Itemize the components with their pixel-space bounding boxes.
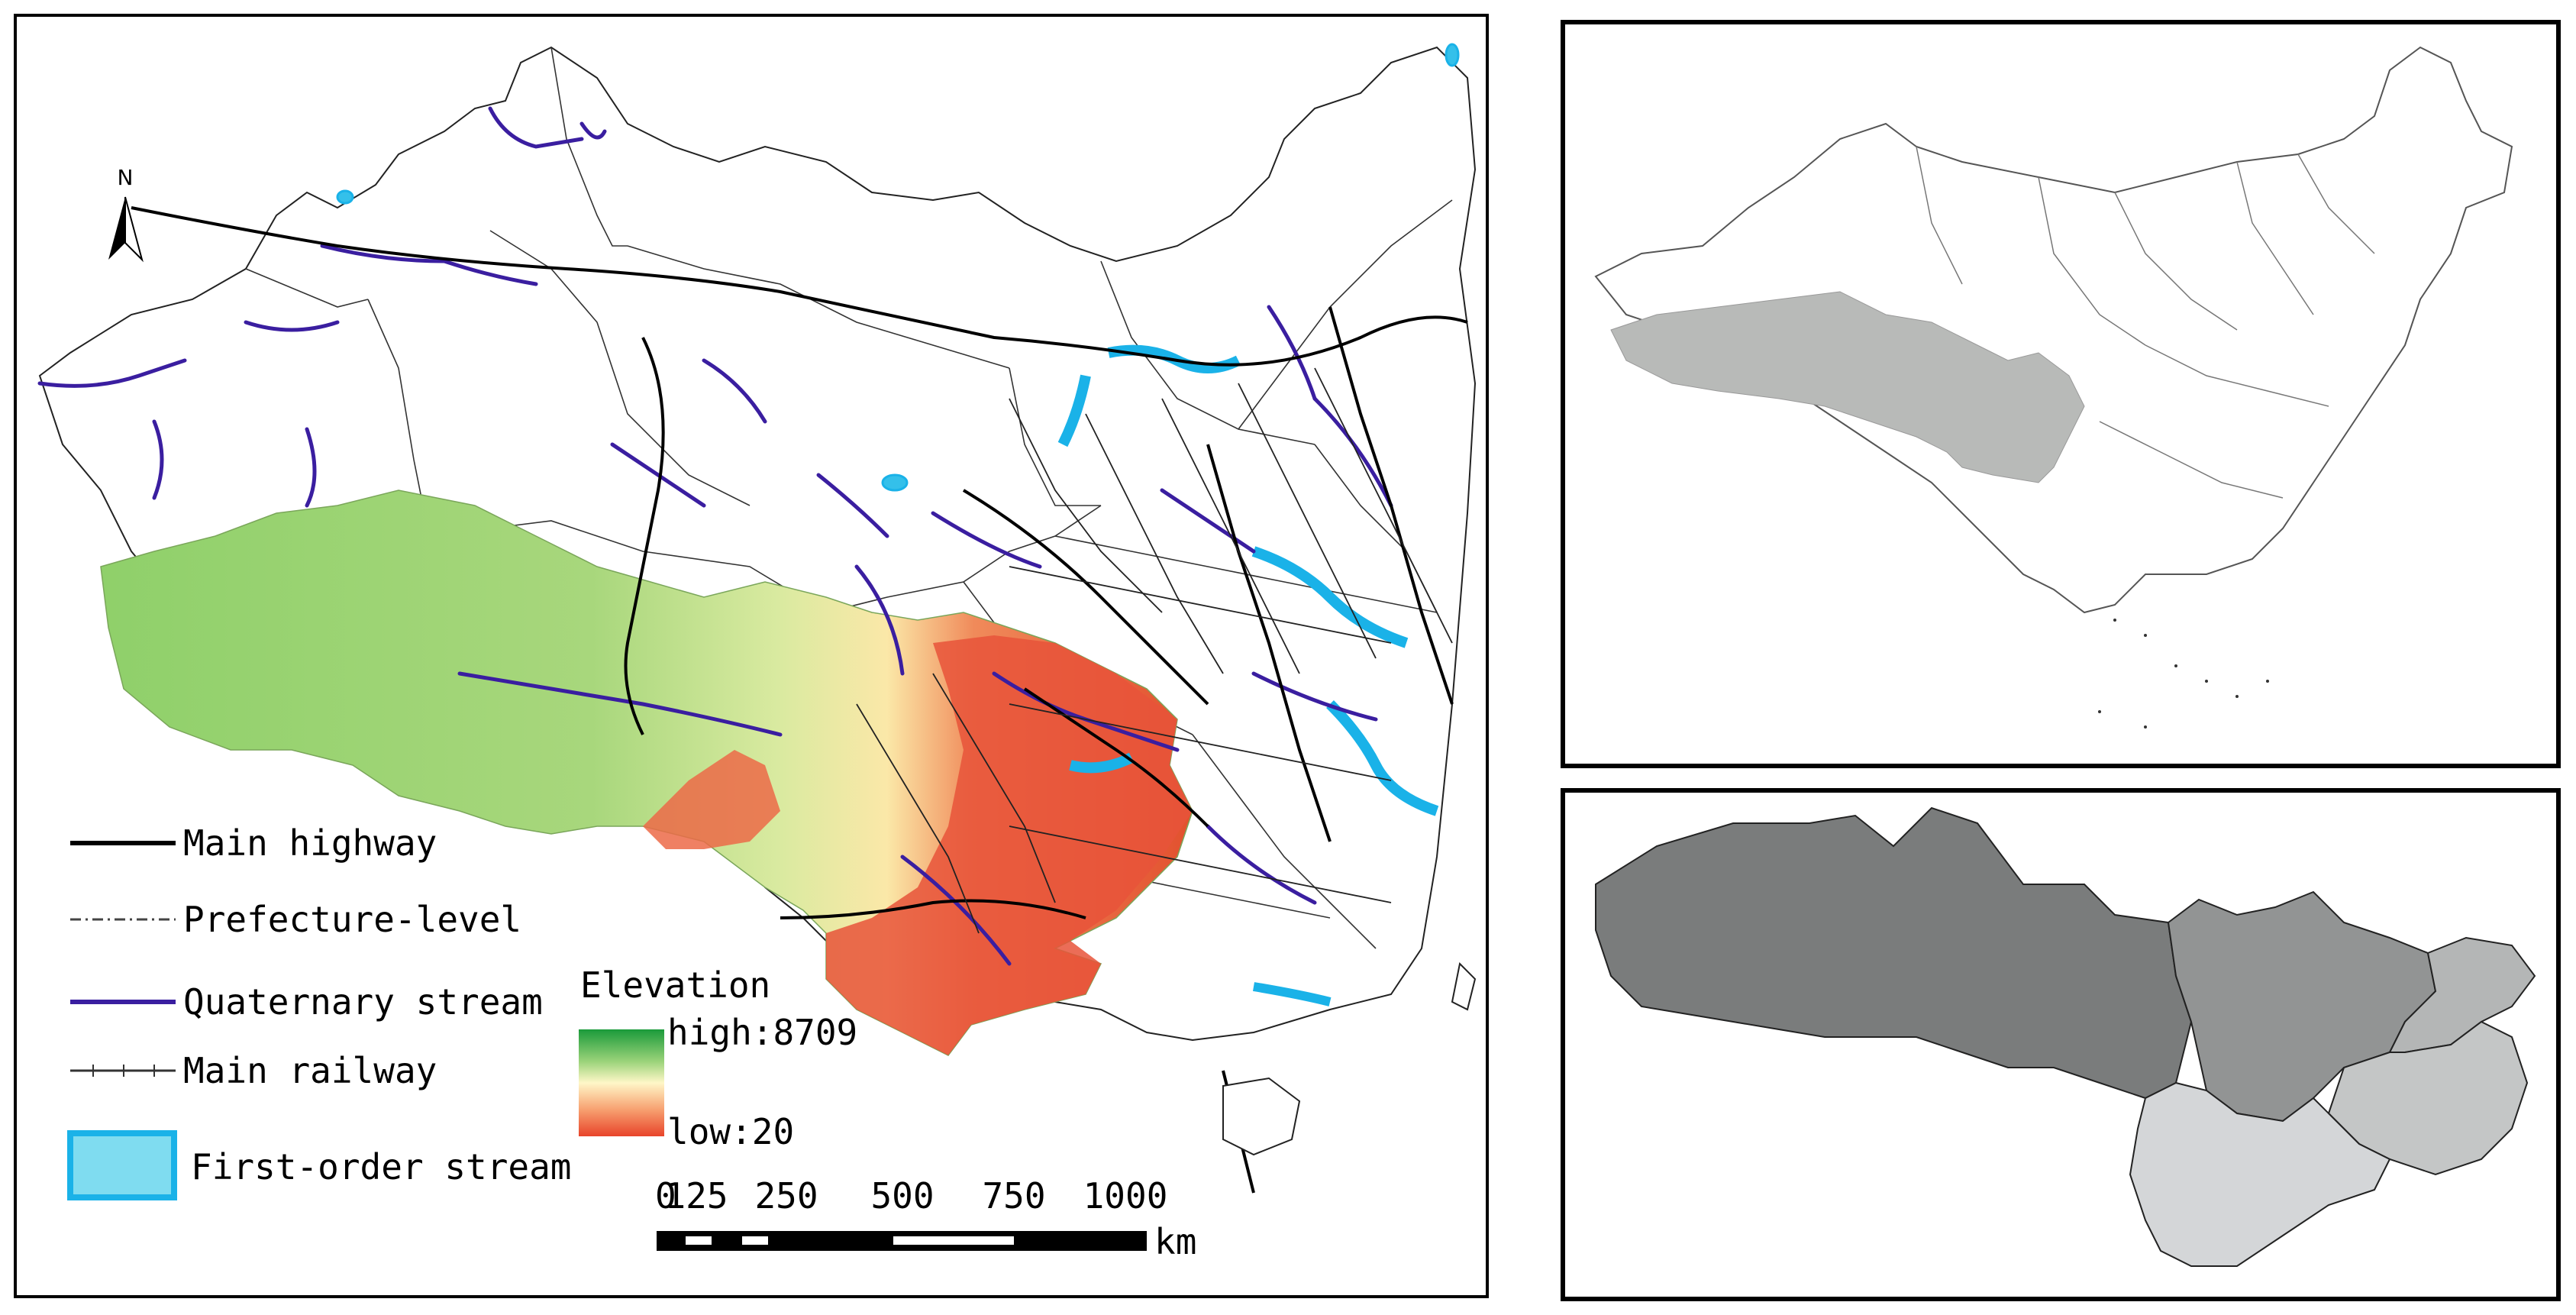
inset-china-islands xyxy=(2098,619,2269,729)
scale-tick-500: 500 xyxy=(870,1175,934,1216)
legend-label-main-highway: Main highway xyxy=(183,822,437,864)
scale-tick-125: 125 xyxy=(664,1175,728,1216)
north-arrow-label: N xyxy=(118,165,134,190)
region-sichuan-chongqing xyxy=(2327,1020,2529,1176)
map-legend: Main highway Prefecture-level Quaternary… xyxy=(67,822,572,1200)
legend-label-quaternary-stream: Quaternary stream xyxy=(183,981,543,1023)
main-map-panel: N Main highway Prefecture-level Quaterna… xyxy=(14,14,1489,1298)
taiwan-island xyxy=(1451,961,1477,1011)
inset-china-outline xyxy=(1594,46,2513,614)
elevation-red-zone-west xyxy=(643,750,780,849)
inset-region-panel xyxy=(1561,788,2561,1301)
quaternary-streams xyxy=(37,106,1393,966)
elevation-legend: Elevation high:8709 low:20 xyxy=(579,964,857,1152)
elevation-high-label: high:8709 xyxy=(667,1012,857,1053)
region-yunnan-guizhou xyxy=(2129,1081,2391,1267)
elevation-title: Elevation xyxy=(580,964,770,1006)
scale-unit: km xyxy=(1154,1221,1196,1262)
first-order-streams xyxy=(336,43,1460,1006)
inset-china-provinces xyxy=(1916,146,2375,499)
hainan-island xyxy=(1222,1077,1301,1156)
inset-china-svg xyxy=(1594,46,2513,729)
north-arrow: N xyxy=(108,165,144,263)
legend-symbol-first-order-stream xyxy=(67,1130,177,1200)
elevation-color-ramp xyxy=(579,1029,664,1136)
elevation-low-label: low:20 xyxy=(667,1111,794,1152)
scale-bar: 0 125 250 500 750 1000 km xyxy=(655,1175,1196,1262)
inset-china-study-area xyxy=(1610,291,2085,483)
transport-network xyxy=(131,206,1468,1194)
legend-label-main-railway: Main railway xyxy=(183,1050,437,1091)
scale-tick-750: 750 xyxy=(982,1175,1045,1216)
region-tibet xyxy=(1595,806,2193,1100)
legend-label-first-order-stream: First-order stream xyxy=(191,1146,572,1187)
main-map-svg: N Main highway Prefecture-level Quaterna… xyxy=(37,43,1477,1262)
legend-label-prefecture-level: Prefecture-level xyxy=(183,899,521,940)
scale-tick-0: 0 xyxy=(655,1175,676,1216)
inset-china-panel xyxy=(1561,20,2561,768)
secondary-network xyxy=(856,367,1453,934)
scale-tick-1000: 1000 xyxy=(1083,1175,1168,1216)
inset-region-svg xyxy=(1595,806,2536,1267)
scale-tick-250: 250 xyxy=(754,1175,818,1216)
